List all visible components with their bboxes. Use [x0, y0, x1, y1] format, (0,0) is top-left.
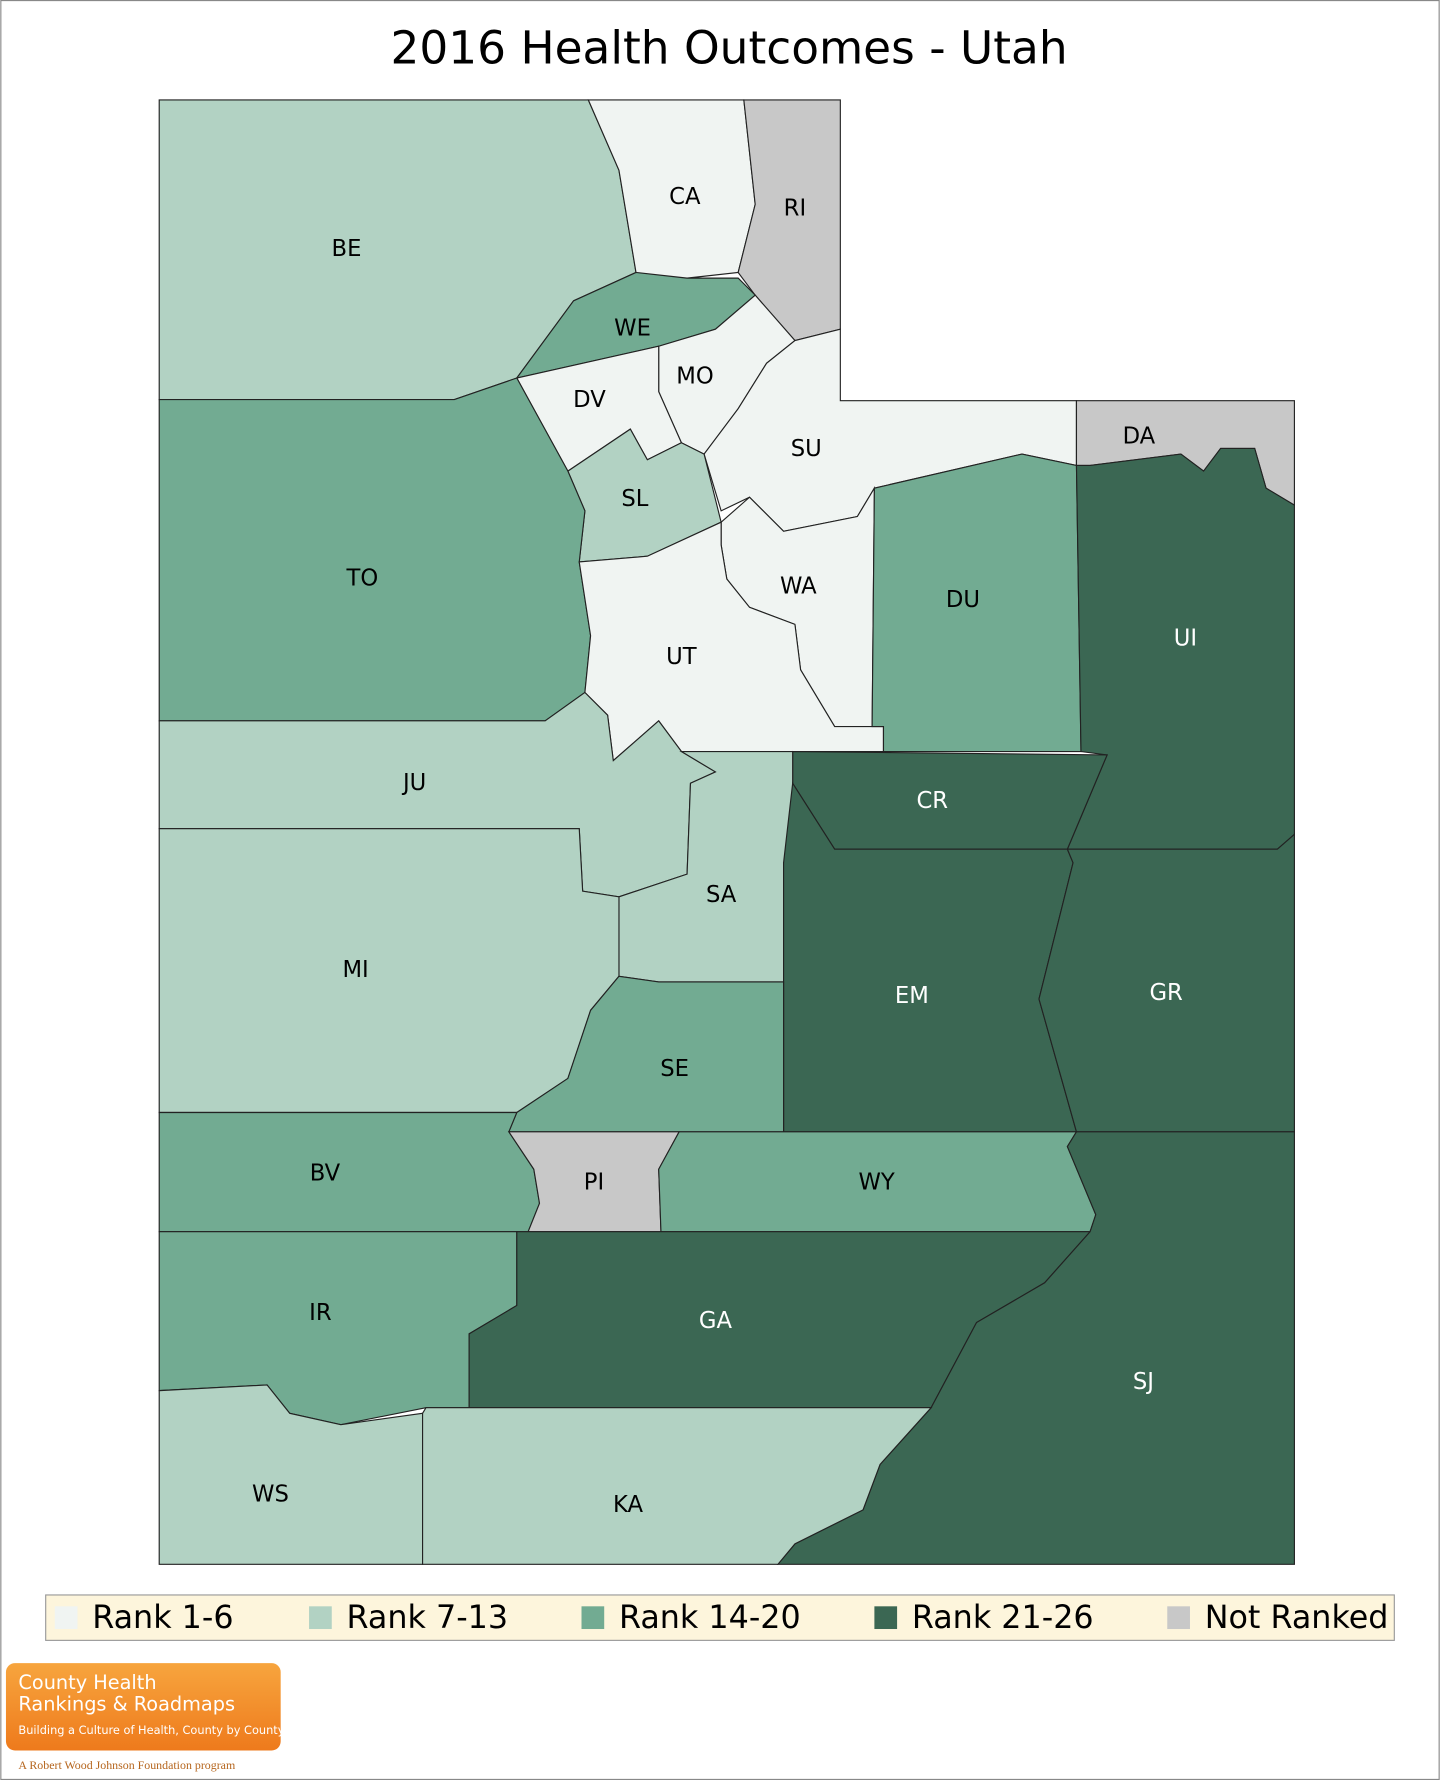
- county-label: EM: [895, 983, 929, 1009]
- county-label: WS: [252, 1482, 289, 1508]
- county: [158, 377, 592, 722]
- county-label: TO: [346, 565, 379, 591]
- logo-tagline: Building a Culture of Health, County by …: [18, 1723, 284, 1737]
- logo-line: County Health: [18, 1671, 156, 1694]
- county-map: BE CA RI WE MO DV SU DA SL TO WA UT DU UI JU CR SA MI EM GR…: [158, 99, 1295, 1565]
- legend-swatch: [309, 1606, 332, 1630]
- logo-footer: A Robert Wood Johnson Foundation program: [18, 1758, 236, 1772]
- legend-label: Not Ranked: [1205, 1600, 1389, 1636]
- county: [792, 750, 1108, 850]
- county-label: CR: [916, 788, 948, 814]
- county: [158, 1384, 424, 1565]
- legend-label: Rank 21-26: [912, 1600, 1094, 1636]
- logo-line: Rankings & Roadmaps: [18, 1693, 235, 1716]
- county-label: UT: [666, 644, 697, 670]
- county-label: MO: [676, 363, 713, 389]
- county: [158, 1111, 541, 1233]
- county-label: GR: [1149, 980, 1183, 1006]
- county-label: JU: [401, 770, 426, 796]
- county: [871, 453, 1082, 753]
- legend-swatch: [54, 1606, 78, 1630]
- county-label: SJ: [1133, 1369, 1154, 1395]
- county-label: DA: [1123, 424, 1156, 450]
- county: [158, 828, 620, 1114]
- county-label: DU: [946, 587, 980, 613]
- county-label: SA: [706, 882, 737, 908]
- county-label: GA: [699, 1308, 733, 1334]
- county-label: WE: [614, 316, 651, 342]
- county-label: SL: [621, 486, 648, 512]
- legend-label: Rank 14-20: [619, 1600, 801, 1636]
- county: [422, 1407, 933, 1565]
- county-label: SE: [660, 1056, 689, 1082]
- county-label: WY: [859, 1169, 895, 1195]
- county-label: BE: [332, 236, 362, 262]
- legend: Rank 1-6 Rank 7-13 Rank 14-20 Rank 21-26 Not…: [54, 1600, 1389, 1636]
- county-label: DV: [573, 387, 606, 413]
- county-label: RI: [784, 195, 806, 221]
- map-title: 2016 Health Outcomes - Utah: [391, 22, 1068, 75]
- county-label: CA: [669, 184, 701, 210]
- logo-badge: [5, 1663, 281, 1751]
- county-label: SU: [791, 436, 822, 462]
- county-label: KA: [613, 1492, 643, 1518]
- county-label: MI: [342, 957, 368, 983]
- county-label: WA: [780, 573, 817, 599]
- legend-swatch: [581, 1606, 605, 1630]
- county-label: PI: [584, 1169, 604, 1195]
- legend-swatch: [874, 1606, 898, 1630]
- legend-label: Rank 7-13: [347, 1600, 509, 1636]
- county-label: UI: [1174, 626, 1197, 652]
- county-label: BV: [310, 1160, 341, 1186]
- legend-label: Rank 1-6: [92, 1600, 233, 1636]
- legend-swatch: [1167, 1606, 1190, 1630]
- county-label: IR: [309, 1300, 332, 1326]
